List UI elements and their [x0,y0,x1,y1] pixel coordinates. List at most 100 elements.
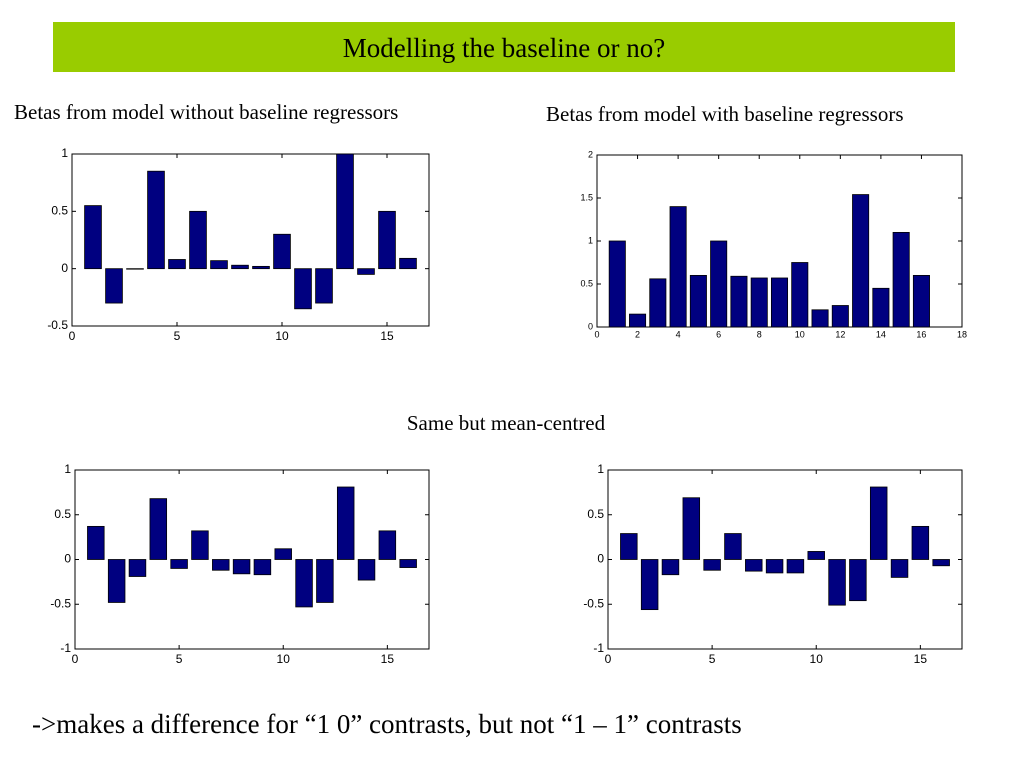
bar [128,559,147,577]
bar [890,559,909,578]
bar [912,274,930,328]
bar [357,559,376,581]
bar [661,559,680,576]
bar [689,274,707,328]
footer-text: ->makes a difference for “1 0” contrasts… [32,709,742,739]
bar [770,277,789,328]
bar [911,525,930,560]
bar [189,210,207,270]
y-tick-label: 1 [64,462,71,476]
bar [682,497,701,560]
y-tick-label: 0 [64,552,71,566]
bar [869,486,888,560]
x-tick-label: 0 [72,652,79,666]
bar [170,559,188,569]
bar [149,498,168,560]
bar [765,559,784,574]
bar [212,559,230,571]
x-tick-label: 15 [381,652,395,666]
x-tick-label: 8 [757,329,762,339]
x-tick-label: 16 [916,329,926,339]
x-tick-label: 10 [795,329,805,339]
x-tick-label: 0 [605,652,612,666]
bar [357,268,375,275]
y-tick-label: 0.5 [54,507,71,521]
bar [191,530,209,560]
bar [608,240,626,328]
bar [872,287,890,328]
bar [253,559,272,576]
bar [730,275,748,328]
slide-title: Modelling the baseline or no? [343,33,665,63]
bar [745,559,763,572]
bar [315,268,333,304]
bar [399,257,417,270]
bar [210,260,228,270]
bar [252,265,270,270]
bar [640,559,659,611]
plot-area [74,469,430,650]
y-tick-label: 1 [588,235,593,245]
y-tick-label: -0.5 [50,596,71,610]
bar [852,194,870,328]
bar [294,268,312,310]
bar [231,264,249,270]
x-tick-label: 15 [914,652,928,666]
y-tick-label: 0.5 [587,507,604,521]
bar [750,277,768,328]
bar [378,530,397,560]
y-tick-label: 1 [61,146,68,160]
bar [849,559,867,602]
y-tick-label: 0 [588,321,593,331]
x-tick-label: 12 [835,329,845,339]
y-tick-label: -0.5 [47,318,68,332]
x-tick-label: 6 [716,329,721,339]
bar [649,278,667,328]
bar [807,551,825,560]
bar [892,231,910,328]
plot-area [71,153,430,327]
x-tick-label: 10 [275,329,289,343]
x-tick-label: 4 [676,329,681,339]
bar [126,268,144,270]
bar [378,210,396,270]
bar [316,559,334,603]
bar [274,548,292,560]
bar [107,559,126,603]
bar [168,259,186,270]
bar [620,533,638,560]
bar [232,559,251,575]
y-tick-label: -1 [593,641,604,655]
x-tick-label: 0 [594,329,599,339]
plot-area [607,469,963,650]
bar [84,205,102,270]
bar [710,240,728,328]
caption: Betas from model with baseline regressor… [546,102,904,126]
bar [831,305,849,328]
bar [295,559,313,608]
bar [147,170,165,270]
bar [87,525,105,560]
y-tick-label: 0.5 [580,278,593,288]
caption: Betas from model without baseline regres… [14,100,398,124]
bar [336,153,354,270]
x-tick-label: 5 [174,329,181,343]
x-tick-label: 0 [69,329,76,343]
x-tick-label: 10 [810,652,824,666]
bar [629,313,647,328]
y-tick-label: 0.5 [51,204,68,218]
y-tick-label: -1 [60,641,71,655]
x-tick-label: 15 [380,329,394,343]
y-tick-label: 0 [61,261,68,275]
y-tick-label: 1.5 [580,192,593,202]
bar [811,309,829,328]
title-bar [53,22,955,72]
bar [336,486,355,560]
bar [669,206,687,328]
y-tick-label: 1 [597,462,604,476]
bar [828,559,846,606]
bar [273,233,291,270]
bar [105,268,123,304]
x-tick-label: 5 [176,652,183,666]
